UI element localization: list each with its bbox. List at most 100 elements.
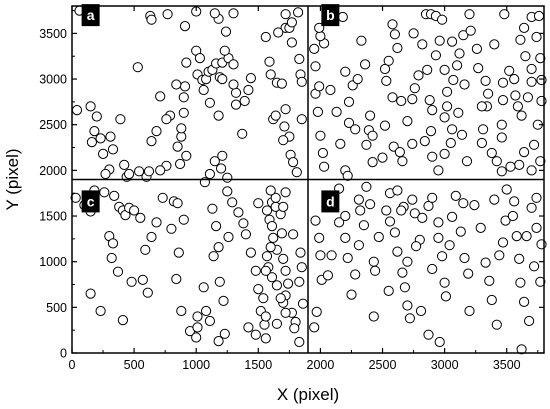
data-point (223, 231, 234, 243)
data-point (243, 322, 254, 333)
data-point (208, 251, 219, 262)
data-point (526, 202, 537, 213)
y-tick-label: 0 (60, 347, 67, 361)
panel-label-text: b (326, 7, 335, 23)
data-point (447, 124, 458, 135)
data-point (222, 186, 233, 197)
data-point (407, 138, 418, 149)
data-point (337, 11, 348, 23)
data-point (516, 110, 527, 121)
data-point (519, 22, 530, 33)
data-point (424, 95, 435, 106)
data-point (402, 300, 413, 311)
data-point (526, 76, 537, 87)
data-point (529, 139, 540, 150)
data-point (342, 170, 353, 181)
data-point (465, 25, 476, 36)
data-point (253, 284, 264, 295)
data-point (387, 92, 398, 103)
data-point (239, 95, 250, 107)
data-point (399, 282, 410, 293)
y-tick-label: 3500 (39, 27, 67, 41)
x-axis-title: X (pixel) (277, 385, 339, 404)
x-tick-label: 3000 (431, 358, 459, 372)
data-point (361, 139, 372, 150)
data-point (501, 184, 512, 195)
data-point (253, 198, 264, 209)
panel-label-text: a (87, 7, 95, 23)
data-point (250, 265, 261, 276)
data-point (522, 92, 534, 103)
x-tick-label: 1500 (244, 358, 272, 372)
data-point (520, 51, 531, 62)
data-point (413, 70, 424, 81)
data-point (237, 128, 248, 139)
data-point (458, 198, 469, 209)
data-point (288, 229, 299, 240)
data-point (350, 124, 361, 135)
data-point (201, 305, 212, 317)
data-point (312, 106, 323, 118)
data-point (512, 101, 524, 112)
data-point (309, 43, 320, 55)
data-point (440, 291, 451, 302)
data-point (191, 332, 202, 343)
data-point (198, 84, 209, 96)
data-point (280, 187, 291, 198)
data-point (286, 17, 297, 28)
data-point (505, 161, 516, 172)
data-point (415, 305, 427, 317)
data-point (355, 205, 366, 216)
data-point (526, 165, 537, 176)
data-point (260, 333, 271, 344)
data-point (268, 232, 279, 243)
panel-label-b: b (321, 4, 340, 27)
data-point (85, 288, 96, 299)
data-point (387, 19, 398, 30)
data-point (409, 208, 420, 219)
data-point (389, 227, 400, 238)
data-point (207, 203, 218, 214)
data-point (452, 60, 463, 71)
data-point (213, 242, 224, 253)
data-point (453, 107, 464, 118)
data-point (112, 266, 124, 277)
data-point (383, 285, 394, 296)
data-point (106, 252, 117, 264)
data-point (381, 75, 392, 87)
plot-area-frame (71, 5, 545, 354)
data-point (288, 157, 299, 168)
data-point (105, 131, 116, 142)
data-point (496, 132, 507, 143)
data-point (365, 199, 376, 210)
panel-label-background (321, 190, 340, 213)
data-point (404, 313, 415, 324)
data-point (98, 148, 109, 159)
data-point (368, 311, 379, 322)
panel-label-background (321, 4, 340, 27)
data-point (230, 87, 242, 98)
data-point (204, 97, 215, 108)
data-point (271, 318, 282, 329)
data-point (447, 211, 458, 222)
data-point (367, 157, 378, 168)
data-point (309, 322, 320, 333)
data-point (448, 74, 459, 86)
panel-label-d: d (321, 190, 340, 213)
y-tick-label: 1500 (39, 210, 67, 224)
data-point (423, 329, 434, 340)
data-point (157, 192, 168, 203)
data-point (342, 252, 353, 264)
data-point (146, 231, 157, 243)
data-point (439, 277, 450, 288)
data-point (172, 141, 183, 152)
data-point (134, 166, 145, 177)
data-point (228, 8, 239, 19)
data-point (297, 298, 309, 309)
data-point (437, 14, 448, 25)
data-point (204, 168, 215, 180)
data-point (178, 107, 189, 118)
data-point (280, 9, 291, 20)
y-tick-label: 1000 (39, 255, 67, 269)
data-point (497, 77, 509, 88)
